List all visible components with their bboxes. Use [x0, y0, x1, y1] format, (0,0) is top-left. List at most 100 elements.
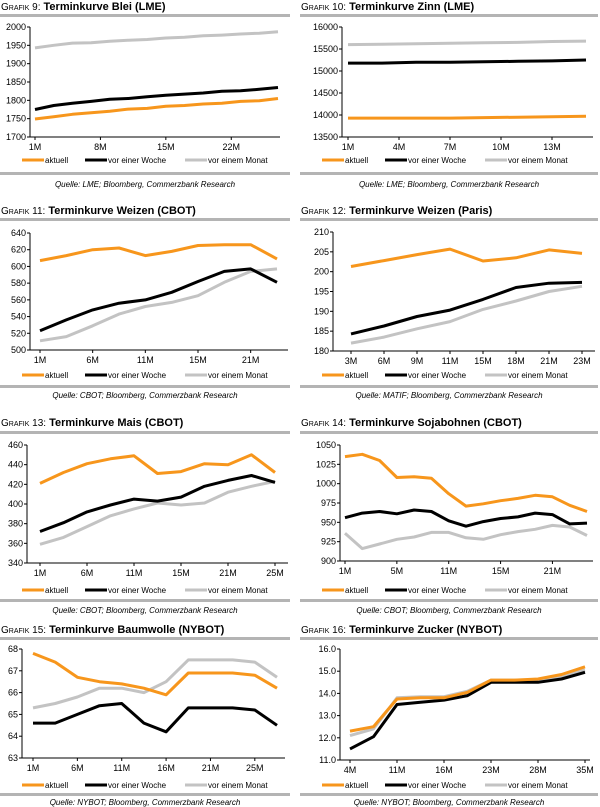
y-tick-label: 1900	[6, 59, 26, 69]
series-line-monat	[39, 267, 278, 343]
chart-title: Grafik 11: Terminkurve Weizen (CBOT)	[1, 205, 196, 217]
title-text: Terminkurve Weizen (CBOT)	[48, 205, 196, 217]
legend-label: vor einer Woche	[108, 781, 167, 790]
y-tick-label: 16.0	[318, 644, 336, 654]
x-tick-label: 6M	[71, 763, 84, 773]
title-rule	[0, 637, 290, 640]
title-text: Terminkurve Baumwolle (NYBOT)	[49, 624, 225, 636]
chart-14: Grafik 14: Terminkurve Sojabohnen (CBOT) 9…	[300, 417, 598, 615]
series-line-woche	[348, 58, 587, 65]
chart-12: Grafik 12: Terminkurve Weizen (Paris) 180 1…	[300, 205, 598, 400]
bottom-rule	[0, 385, 290, 388]
y-tick-label: 420	[8, 479, 23, 489]
x-tick-label: 28M	[529, 765, 547, 775]
x-tick-label: 21M	[544, 566, 562, 576]
series-line-woche	[34, 86, 279, 111]
y-tick-label: 13500	[313, 132, 338, 142]
series-line-aktuell	[39, 453, 276, 485]
title-text: Terminkurve Zinn (LME)	[349, 1, 474, 13]
series-line-aktuell	[34, 97, 279, 121]
x-tick-label: 3M	[345, 356, 358, 366]
y-tick-label: 14000	[313, 110, 338, 120]
title-text: Terminkurve Mais (CBOT)	[49, 417, 184, 429]
series-line-woche	[39, 474, 276, 533]
x-tick-label: 1M	[34, 568, 47, 578]
x-tick-label: 9M	[411, 356, 424, 366]
source-note: Quelle: CBOT; Bloomberg, Commerzbank Res…	[356, 606, 542, 615]
chart-9: Grafik 9: Terminkurve Blei (LME) 1700 1750 1…	[0, 1, 290, 189]
y-tick-label: 65	[8, 709, 18, 719]
x-tick-label: 15M	[492, 566, 510, 576]
y-tick-label: 1025	[316, 459, 336, 469]
y-tick-label: 15500	[313, 44, 338, 54]
y-tick-label: 975	[321, 498, 336, 508]
legend-label: vor einer Woche	[108, 156, 167, 165]
x-tick-label: 11M	[442, 356, 459, 366]
chart-title: Grafik 13: Terminkurve Mais (CBOT)	[1, 417, 184, 429]
y-tick-label: 195	[314, 287, 329, 297]
title-prefix: Grafik 15:	[1, 625, 46, 636]
legend-label: vor einem Monat	[208, 586, 268, 595]
legend-label: vor einer Woche	[108, 586, 167, 595]
chart-10: Grafik 10: Terminkurve Zinn (LME) 13500 140…	[300, 1, 598, 189]
x-tick-label: 16M	[157, 763, 175, 773]
series-line-woche	[39, 267, 278, 333]
legend-label: vor einem Monat	[208, 156, 268, 165]
legend-label: aktuell	[45, 371, 68, 380]
title-prefix: Grafik 9:	[1, 2, 41, 13]
chart-13: Grafik 13: Terminkurve Mais (CBOT) 340 360 3…	[0, 417, 290, 615]
series-line-monat	[34, 30, 279, 50]
title-rule	[0, 218, 290, 221]
y-tick-label: 1950	[6, 40, 26, 50]
bottom-rule	[300, 385, 598, 388]
y-tick-label: 64	[8, 731, 18, 741]
x-tick-label: 11M	[137, 355, 154, 365]
source-note: Quelle: MATIF; Bloomberg, Commerzbank Re…	[355, 391, 543, 400]
x-tick-label: 7M	[444, 142, 457, 152]
title-text: Terminkurve Zucker (NYBOT)	[349, 624, 503, 636]
bottom-rule	[0, 599, 290, 602]
x-tick-label: 11M	[126, 568, 143, 578]
title-rule	[300, 637, 598, 640]
series-line-aktuell	[350, 247, 583, 268]
x-tick-label: 1M	[339, 566, 352, 576]
x-tick-label: 6M	[81, 568, 94, 578]
y-tick-label: 185	[314, 326, 329, 336]
x-tick-label: 1M	[27, 763, 40, 773]
x-tick-label: 21M	[219, 568, 237, 578]
legend-label: vor einem Monat	[208, 781, 268, 790]
chart-title: Grafik 12: Terminkurve Weizen (Paris)	[301, 205, 493, 217]
y-tick-label: 1800	[6, 95, 26, 105]
y-tick-label: 440	[8, 460, 23, 470]
title-text: Terminkurve Blei (LME)	[44, 1, 166, 13]
x-tick-label: 11M	[389, 765, 406, 775]
series-line-aktuell	[344, 452, 588, 513]
legend-label: aktuell	[45, 156, 68, 165]
x-tick-label: 6M	[86, 355, 99, 365]
legend-label: aktuell	[345, 156, 368, 165]
y-tick-label: 580	[11, 278, 26, 288]
legend-label: vor einer Woche	[408, 156, 467, 165]
x-tick-label: 23M	[482, 765, 500, 775]
y-tick-label: 11.0	[319, 755, 336, 765]
source-note: Quelle: CBOT; Bloomberg, Commerzbank Res…	[52, 391, 238, 400]
y-tick-label: 1700	[6, 132, 26, 142]
series-line-monat	[39, 479, 276, 546]
x-tick-label: 11M	[113, 763, 130, 773]
chart-title: Grafik 14: Terminkurve Sojabohnen (CBOT)	[301, 417, 522, 429]
y-tick-label: 620	[11, 245, 26, 255]
y-tick-label: 180	[314, 346, 329, 356]
series-line-monat	[347, 39, 587, 47]
x-tick-label: 22M	[223, 142, 241, 152]
title-prefix: Grafik 11:	[1, 206, 45, 217]
x-tick-label: 25M	[266, 568, 284, 578]
y-tick-label: 12.0	[318, 733, 336, 743]
bottom-rule	[300, 599, 598, 602]
chart-16: Grafik 16: Terminkurve Zucker (NYBOT) 11.0…	[300, 624, 598, 807]
title-prefix: Grafik 14:	[301, 418, 346, 429]
legend-label: aktuell	[345, 371, 368, 380]
y-tick-label: 500	[11, 345, 26, 355]
chart-15: Grafik 15: Terminkurve Baumwolle (NYBOT) 6…	[0, 624, 290, 807]
y-tick-label: 540	[11, 312, 26, 322]
